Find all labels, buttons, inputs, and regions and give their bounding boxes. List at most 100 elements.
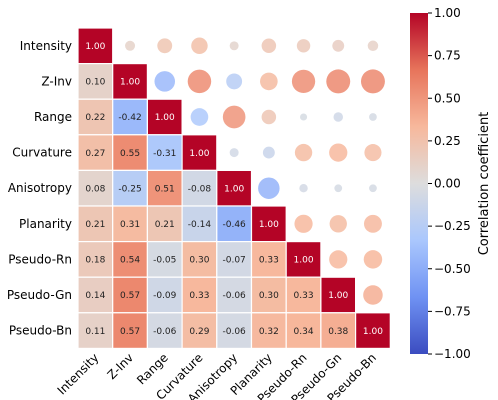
- cell-value-label: 0.10: [85, 78, 105, 88]
- heatmap-cell: [250, 241, 287, 278]
- cell-value-label: 0.11: [85, 327, 105, 337]
- cell-value-label: -0.06: [223, 291, 247, 301]
- correlation-circle: [294, 143, 313, 162]
- colorbar-tick-label: −0.50: [434, 262, 471, 276]
- heatmap-cell: [112, 134, 148, 172]
- heatmap-cell: [181, 276, 218, 314]
- correlation-circle: [329, 215, 347, 233]
- heatmap-cell: [181, 134, 218, 172]
- colorbar: −1.00 −0.75 −0.50 −0.25 0.00 0.25 0.50 0.75 1.00…: [410, 6, 492, 361]
- cell-value-label: 0.38: [328, 327, 348, 337]
- heatmap-cell: [355, 312, 391, 349]
- cell-value-label: 1.00: [294, 256, 314, 266]
- correlation-circle: [229, 148, 239, 158]
- row-label: Pseudo-Rn: [8, 252, 72, 266]
- cell-value-label: 0.33: [259, 256, 279, 266]
- colorbar-ticks: −1.00 −0.75 −0.50 −0.25 0.00 0.25 0.50 0.75 1.00: [428, 6, 471, 361]
- cell-value-label: 0.55: [120, 149, 140, 159]
- correlation-circle: [190, 108, 209, 126]
- heatmap-cell: [77, 134, 114, 172]
- heatmap-cell: [112, 241, 148, 278]
- cell-value-label: -0.06: [223, 327, 247, 337]
- heatmap-cell: [77, 276, 114, 314]
- cell-value-label: 0.18: [85, 256, 105, 266]
- cell-value-label: 1.00: [85, 42, 105, 52]
- correlation-circles: [125, 37, 385, 305]
- colorbar-tick-label: −0.25: [434, 219, 471, 233]
- row-label: Curvature: [12, 146, 72, 160]
- correlation-circle: [299, 184, 308, 193]
- cell-value-label: -0.31: [153, 149, 176, 159]
- correlation-circle: [258, 177, 280, 199]
- correlation-circle: [329, 143, 348, 162]
- cell-value-label: -0.06: [153, 327, 177, 337]
- correlation-circle: [191, 37, 208, 55]
- row-label: Pseudo-Gn: [7, 288, 72, 302]
- cell-value-label: 0.21: [85, 220, 105, 230]
- correlation-circle: [334, 184, 343, 193]
- cell-value-label: 0.29: [189, 327, 209, 337]
- correlation-circle: [300, 113, 308, 121]
- heatmap-cell: [320, 312, 357, 349]
- colorbar-tick-label: 0.50: [434, 91, 461, 105]
- correlation-circle: [226, 73, 243, 90]
- row-label: Range: [34, 110, 72, 124]
- heatmap-cell: [216, 241, 253, 278]
- correlation-circle: [229, 41, 239, 51]
- heatmap-cell: [112, 276, 148, 314]
- correlation-circle: [261, 109, 277, 125]
- correlation-circle: [154, 71, 176, 92]
- heatmap-cell: [320, 276, 357, 314]
- cell-value-label: 0.21: [155, 220, 175, 230]
- cell-value-label: -0.46: [223, 220, 247, 230]
- cell-value-label: 0.30: [259, 291, 279, 301]
- cell-value-label: 0.32: [259, 327, 279, 337]
- cell-value-label: -0.08: [188, 184, 212, 194]
- cell-value-label: -0.07: [223, 256, 246, 266]
- cell-value-label: -0.09: [153, 291, 177, 301]
- colorbar-gradient: [410, 13, 428, 354]
- heatmap-cell: [285, 241, 322, 278]
- heatmap-cell: [77, 205, 114, 243]
- colorbar-tick-label: −0.75: [434, 304, 471, 318]
- column-label: Intensity: [55, 351, 102, 398]
- cell-value-label: 0.30: [189, 256, 209, 266]
- correlation-circle: [333, 112, 343, 122]
- cell-value-label: 1.00: [189, 149, 209, 159]
- cell-value-label: 1.00: [328, 291, 348, 301]
- heatmap-cell: [112, 312, 148, 349]
- cell-value-label: 0.51: [155, 184, 175, 194]
- cell-value-label: 1.00: [363, 327, 383, 337]
- cell-value-label: 0.54: [120, 256, 140, 266]
- correlation-circle: [294, 214, 313, 233]
- row-label: Intensity: [20, 39, 72, 53]
- correlation-circle: [125, 40, 136, 51]
- correlation-circle: [291, 69, 316, 94]
- heatmap-cell: [181, 241, 218, 278]
- cell-value-label: 1.00: [155, 113, 175, 123]
- correlation-circle: [296, 39, 311, 53]
- colorbar-tick-label: 0.25: [434, 134, 461, 148]
- colorbar-tick-label: 0.75: [434, 49, 461, 63]
- heatmap-cell: [216, 205, 253, 243]
- cell-value-label: 0.08: [85, 184, 105, 194]
- correlation-circle: [369, 184, 377, 193]
- colorbar-tick-label: −1.00: [434, 347, 471, 361]
- cell-value-label: 0.33: [294, 291, 314, 301]
- correlation-circle: [367, 40, 379, 52]
- row-label: Z-Inv: [41, 74, 72, 88]
- correlation-circle: [332, 39, 345, 52]
- correlation-circle: [363, 285, 383, 305]
- colorbar-tick-label: 1.00: [434, 6, 461, 20]
- heatmap-cell: [216, 276, 253, 314]
- cell-value-label: 1.00: [224, 184, 244, 194]
- heatmap-cell: [77, 169, 114, 207]
- heatmap-cell: [250, 205, 287, 243]
- cell-value-label: -0.42: [118, 113, 141, 123]
- correlation-circle: [326, 69, 351, 94]
- cell-value-label: 1.00: [259, 220, 279, 230]
- correlation-circle: [369, 113, 377, 121]
- cell-value-label: -0.05: [153, 256, 176, 266]
- heatmap-cell: [77, 312, 114, 349]
